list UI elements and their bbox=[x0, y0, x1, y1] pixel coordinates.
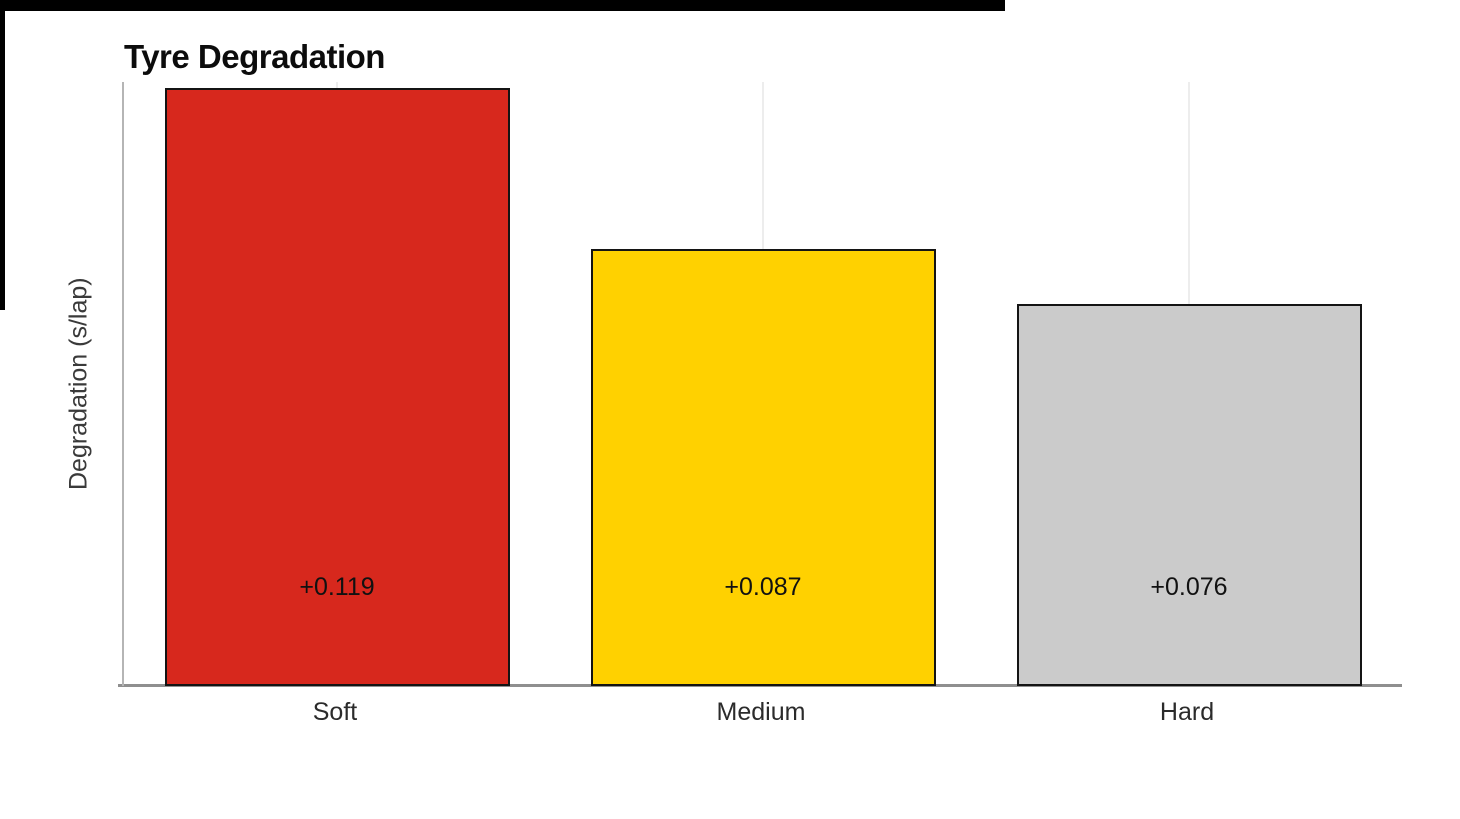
letterbox-left-strip bbox=[0, 0, 5, 310]
bar-value-label: +0.119 bbox=[299, 573, 375, 601]
x-tick-label-medium: Medium bbox=[716, 698, 806, 726]
plot-area: +0.119 +0.087 +0.076 bbox=[122, 82, 1402, 686]
x-tick-label-hard: Hard bbox=[1159, 698, 1215, 726]
bar-soft: +0.119 bbox=[164, 88, 510, 686]
x-tick-label-soft: Soft bbox=[312, 698, 358, 726]
y-axis-label: Degradation (s/lap) bbox=[64, 277, 93, 491]
bar-hard: +0.076 bbox=[1016, 304, 1362, 686]
bar-medium: +0.087 bbox=[590, 249, 936, 686]
letterbox-top-bar bbox=[0, 0, 1005, 11]
bar-value-label: +0.076 bbox=[1150, 573, 1228, 601]
bar-value-label: +0.087 bbox=[724, 573, 802, 601]
x-axis-labels: Soft Medium Hard bbox=[122, 698, 1400, 738]
chart-title: Tyre Degradation bbox=[124, 38, 385, 75]
